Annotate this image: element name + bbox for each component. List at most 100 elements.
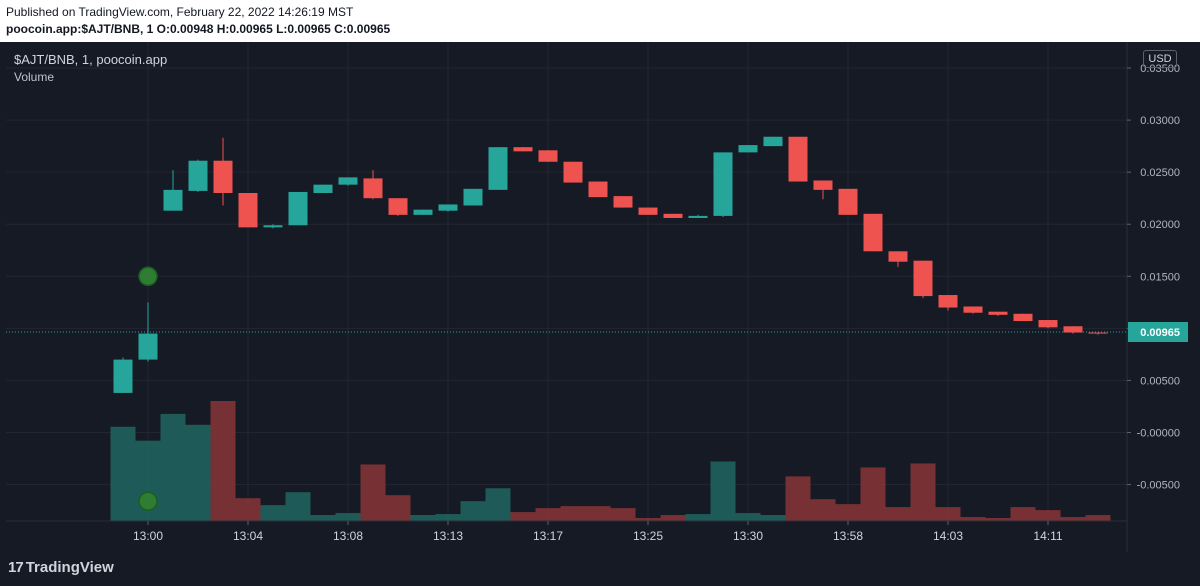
candle-body	[113, 359, 133, 393]
trade-marker	[138, 266, 158, 287]
volume-bar	[1035, 510, 1061, 521]
volume-bars	[110, 401, 1111, 521]
brand-name: TradingView	[25, 559, 114, 576]
volume-bar	[285, 492, 311, 521]
ohlc-info: poocoin.app:$AJT/BNB, 1 O:0.00948 H:0.00…	[6, 22, 391, 36]
candle-body	[913, 260, 933, 297]
candle-body	[663, 213, 683, 218]
volume-bar	[360, 464, 386, 521]
volume-bar	[210, 401, 236, 521]
last-price-badge	[1128, 322, 1188, 343]
tradingview-logo-icon: 17	[8, 559, 24, 576]
price-tick-label: 0.02500	[1140, 167, 1180, 179]
candle-body	[138, 333, 158, 360]
price-tick-label: -0.00000	[1137, 427, 1180, 439]
last-price-label: 0.00965	[1140, 327, 1180, 339]
candle-body	[1013, 313, 1033, 322]
volume-bar	[385, 495, 411, 521]
volume-bar	[835, 504, 861, 521]
candle-body	[963, 306, 983, 313]
volume-bar	[735, 513, 761, 521]
time-tick-label: 14:03	[933, 529, 963, 543]
time-tick-label: 13:04	[233, 529, 263, 543]
candle-body	[638, 207, 658, 215]
volume-bar	[510, 512, 536, 521]
candle-body	[813, 180, 833, 190]
candle-body	[563, 161, 583, 183]
candle-body	[263, 225, 283, 228]
time-tick-label: 13:30	[733, 529, 763, 543]
symbol-legend[interactable]: $AJT/BNB, 1, poocoin.app	[14, 52, 168, 67]
volume-bar	[635, 518, 661, 521]
candle-body	[363, 178, 383, 199]
candle-body	[588, 181, 608, 198]
volume-bar	[985, 518, 1011, 521]
volume-bar	[335, 513, 361, 521]
candle-body	[988, 311, 1008, 315]
currency-button[interactable]: USD	[1143, 50, 1177, 68]
time-tick-label: 13:00	[133, 529, 163, 543]
volume-bar	[110, 426, 136, 521]
candle-body	[463, 188, 483, 206]
volume-bar	[235, 498, 261, 521]
volume-bar	[760, 515, 786, 521]
volume-legend[interactable]: Volume	[14, 70, 55, 84]
volume-bar	[185, 424, 211, 521]
markers	[138, 266, 158, 511]
volume-bar	[710, 461, 736, 521]
volume-bar	[885, 507, 911, 521]
candle-body	[613, 196, 633, 208]
candle-body	[763, 136, 783, 147]
price-tick-label: 0.03500	[1140, 63, 1180, 75]
candle-body	[188, 160, 208, 191]
volume-bar	[860, 467, 886, 521]
volume-bar	[935, 507, 961, 521]
candle-body	[713, 152, 733, 216]
time-tick-label: 13:58	[833, 529, 863, 543]
volume-bar	[435, 514, 461, 521]
price-tick-label: -0.00500	[1137, 480, 1180, 492]
candle-body	[1088, 332, 1108, 334]
candle-body	[888, 251, 908, 262]
price-tick-label: 0.01500	[1140, 271, 1180, 283]
candle-body	[338, 177, 358, 185]
candle-body	[738, 145, 758, 153]
volume-bar	[1085, 515, 1111, 521]
volume-bar	[485, 488, 511, 521]
candle-body	[1063, 326, 1083, 333]
volume-bar	[260, 505, 286, 521]
price-axis: 0.035000.030000.025000.020000.015000.010…	[6, 42, 1188, 552]
footer	[0, 552, 1200, 586]
candle-body	[1038, 320, 1058, 328]
volume-bar	[160, 413, 186, 521]
volume-bar	[535, 508, 561, 521]
tradingview-logo[interactable]: 17 TradingView	[8, 559, 114, 576]
time-tick-label: 13:13	[433, 529, 463, 543]
candle-body	[488, 147, 508, 190]
time-tick-label: 13:08	[333, 529, 363, 543]
price-tick-label: 0.03000	[1140, 115, 1180, 127]
time-axis: 13:00 13:04 13:08 13:13 13:17 13:25 13:30 13:58…	[133, 521, 1063, 543]
candle-body	[838, 188, 858, 215]
volume-bar	[960, 517, 986, 521]
candle-body	[388, 198, 408, 215]
time-tick-label: 13:17	[533, 529, 563, 543]
volume-bar	[310, 515, 336, 521]
candle-body	[538, 150, 558, 162]
candle-body	[238, 192, 258, 228]
candle-body	[163, 189, 183, 211]
candle-body	[938, 295, 958, 308]
volume-bar	[785, 476, 811, 521]
candles	[113, 136, 1108, 393]
volume-bar	[585, 506, 611, 521]
trade-marker	[138, 491, 158, 511]
candle-body	[288, 191, 308, 226]
publish-header: Published on TradingView.com, February 2…	[0, 0, 1200, 42]
candle-body	[513, 147, 533, 152]
candle-body	[788, 136, 808, 182]
volume-bar	[460, 501, 486, 521]
time-tick-label: 13:25	[633, 529, 663, 543]
candle-body	[313, 184, 333, 193]
volume-bar	[560, 506, 586, 521]
